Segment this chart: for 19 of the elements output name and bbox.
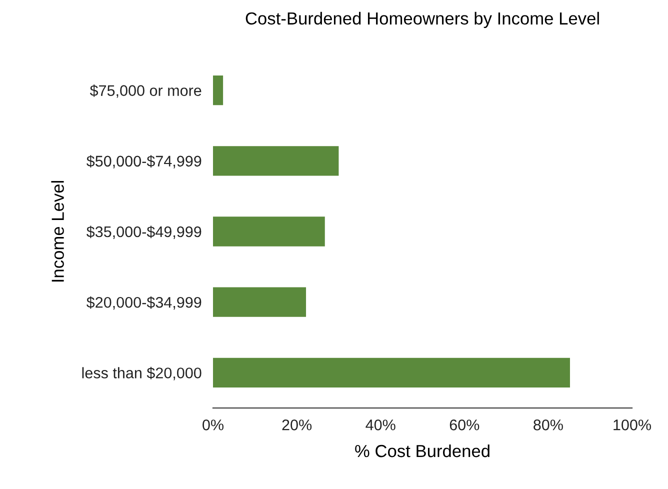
- x-tick-label: 80%: [534, 420, 563, 430]
- bar: [213, 75, 224, 106]
- y-tick-label: $20,000-$34,999: [86, 296, 202, 310]
- x-tick-label: 40%: [366, 420, 396, 430]
- x-tick-label: 100%: [614, 420, 651, 430]
- x-tick-label: 20%: [282, 420, 312, 430]
- x-tick-label: 60%: [450, 420, 480, 430]
- chart-title: Cost-Burdened Homeowners by Income Level: [246, 12, 599, 28]
- bar: [213, 358, 570, 388]
- y-axis-title: Income Level: [51, 181, 64, 282]
- bar: [213, 216, 325, 246]
- y-tick-label: less than $20,000: [82, 366, 202, 380]
- x-axis-title: % Cost Burdened: [355, 444, 490, 458]
- y-tick-label: $75,000 or more: [90, 84, 202, 98]
- y-tick-label: $35,000-$49,999: [86, 226, 202, 239]
- bar: [213, 287, 306, 317]
- bar: [213, 146, 339, 176]
- y-tick-label: $50,000-$74,999: [86, 155, 202, 168]
- x-tick-label: 0%: [202, 420, 224, 430]
